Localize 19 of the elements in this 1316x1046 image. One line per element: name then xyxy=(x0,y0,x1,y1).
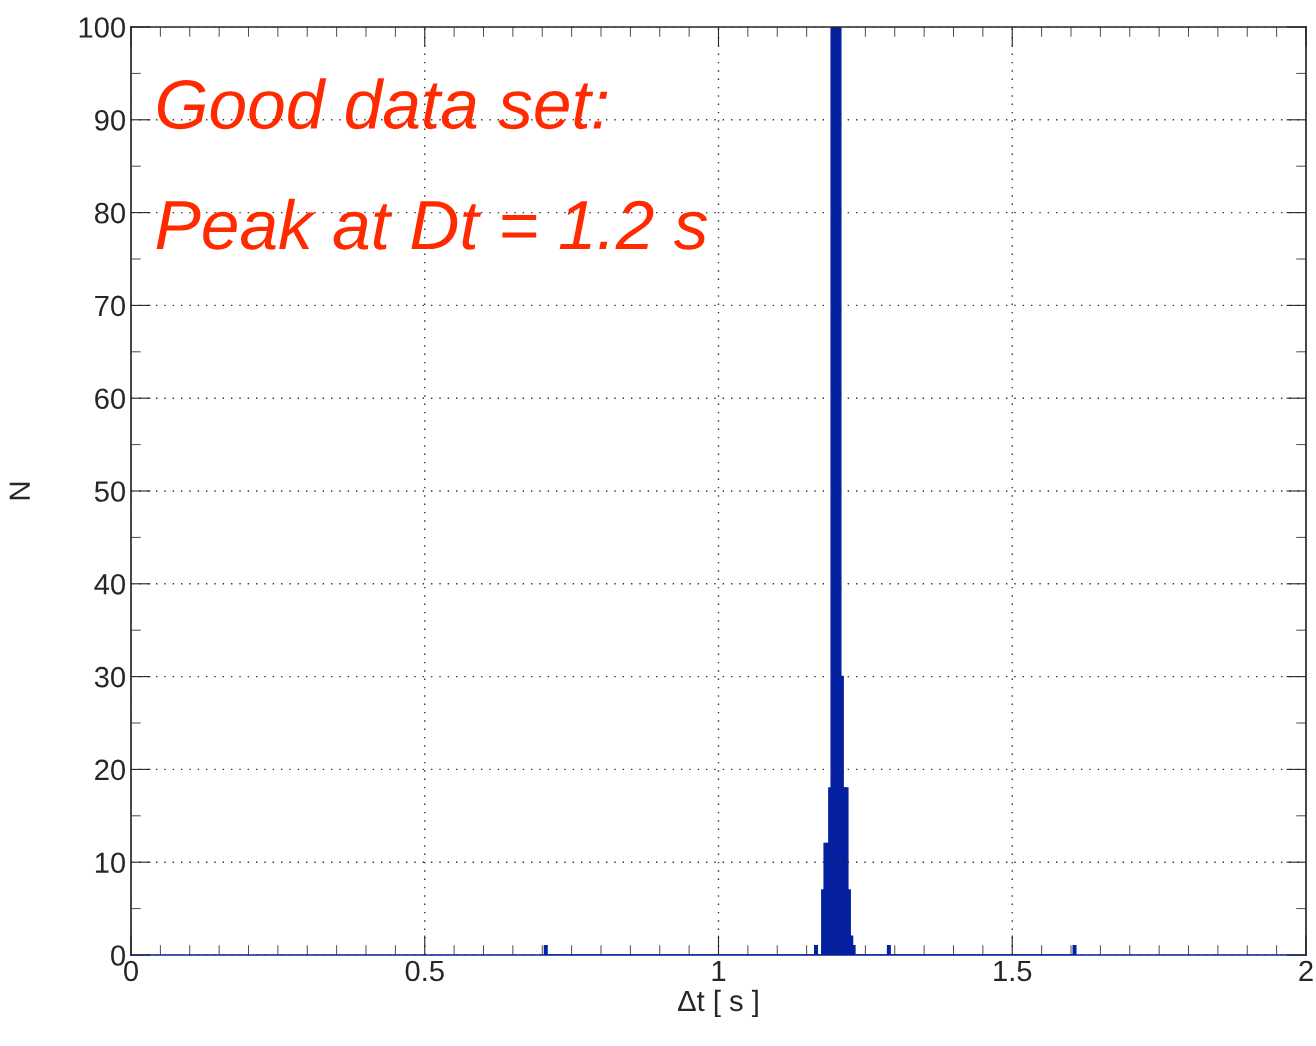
y-tick-label: 80 xyxy=(94,202,125,224)
annotation: Peak at Dt = 1.2 s xyxy=(156,198,708,250)
y-tick-label: 50 xyxy=(94,481,125,502)
y-axis-title: N xyxy=(9,482,30,500)
x-tick-label: 1 xyxy=(712,960,726,981)
y-tick-label: 0 xyxy=(111,945,125,966)
y-tick-label: 60 xyxy=(95,388,125,410)
y-tick-label: 10 xyxy=(95,852,125,874)
y-tick-label: 30 xyxy=(94,666,125,688)
x-tick-label: 2 xyxy=(1299,960,1313,981)
annotation: Good data set: xyxy=(157,78,608,130)
y-tick-label: 70 xyxy=(95,295,125,317)
x-tick-label: 1.5 xyxy=(994,960,1032,982)
y-tick-label: 20 xyxy=(95,759,125,781)
y-tick-label: 100 xyxy=(79,17,125,38)
x-tick-label: 0.5 xyxy=(405,960,444,982)
y-tick-label: 90 xyxy=(95,110,125,131)
y-tick-label: 40 xyxy=(94,574,125,595)
x-axis-title: Δt [ s ] xyxy=(678,989,758,1018)
